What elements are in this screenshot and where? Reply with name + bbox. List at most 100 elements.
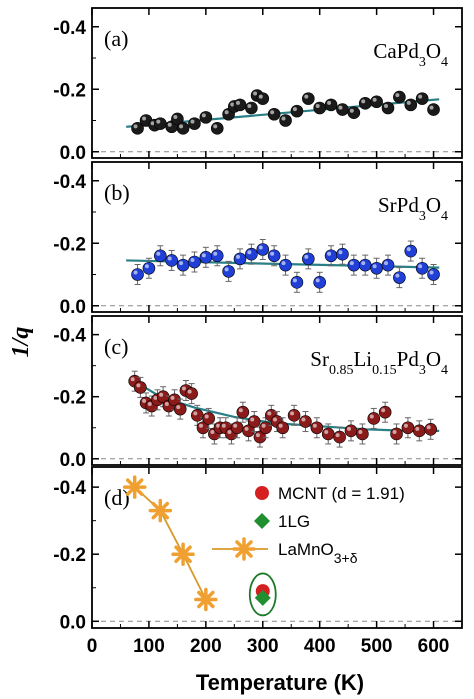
data-point-highlight-9 <box>236 254 240 259</box>
panel-label: (d) <box>104 485 130 510</box>
data-point-highlight-12 <box>199 423 203 428</box>
data-point-highlight-11 <box>230 102 235 107</box>
data-point-highlight-4 <box>153 395 158 400</box>
panels-group: -0.4-0.20.0(a) CaPd3O4-0.4-0.20.0(b) SrPd3… <box>53 7 463 657</box>
y-tick-label: -0.4 <box>53 172 86 193</box>
legend-entry-1: 1LG <box>254 512 310 531</box>
data-point-32 <box>344 424 358 438</box>
data-point-16 <box>313 276 326 289</box>
data-point-highlight-10 <box>247 250 252 255</box>
data-point-highlight-5 <box>159 392 164 397</box>
legend-entry-0: MCNT (d = 1.91) <box>255 484 405 503</box>
data-point-36 <box>390 427 403 441</box>
data-point-highlight-6 <box>164 402 169 407</box>
data-point-highlight-27 <box>290 411 295 416</box>
data-point-17 <box>279 114 292 127</box>
panel-3: -0.4 -0.2 0.0 (d) MCNT (d = 1.91) 1LG LaMnO3+δ… <box>53 466 463 657</box>
data-point-highlight-7 <box>170 395 175 400</box>
data-point-1 <box>134 381 147 394</box>
panel-2: -0.4 -0.2 0.0 (c) Sr0.85Li0.15Pd3O4 <box>53 315 463 471</box>
data-point-21 <box>324 98 338 112</box>
data-point-highlight-23 <box>349 108 354 113</box>
x-tick-label: 400 <box>304 636 336 657</box>
data-point-highlight-13 <box>204 414 209 419</box>
data-point-2 <box>154 249 167 263</box>
data-point-14 <box>290 276 304 289</box>
data-point-31 <box>333 430 346 444</box>
data-point-19 <box>302 92 315 105</box>
material-mid: O <box>426 39 441 63</box>
data-point-highlight-15 <box>216 423 221 428</box>
panel-frame <box>91 315 463 466</box>
y-tick-label: -0.4 <box>53 478 86 499</box>
data-point-35 <box>378 405 392 419</box>
data-point-highlight-20 <box>315 104 320 108</box>
data-point-highlight-34 <box>369 414 374 419</box>
data-point-highlight-18 <box>233 423 238 428</box>
onelg-point <box>254 589 271 606</box>
panel-1: -0.4 -0.2 0.0 (b) SrPd3O4 <box>53 161 463 318</box>
y-tick-label: -0.2 <box>53 388 86 409</box>
data-point-22 <box>381 258 395 272</box>
data-point-37 <box>401 421 415 435</box>
data-point-3 <box>165 254 178 267</box>
data-point-highlight-30 <box>429 105 434 110</box>
data-point-highlight-0 <box>130 377 135 382</box>
data-point-7 <box>210 249 224 263</box>
data-point-highlight-3 <box>156 119 161 124</box>
data-point-highlight-12 <box>236 100 240 105</box>
data-point-10 <box>245 247 258 261</box>
data-point-19 <box>236 405 250 419</box>
data-point-15 <box>302 252 315 266</box>
data-point-22 <box>336 103 349 116</box>
material-sub: 3 <box>419 209 426 224</box>
material-tail: O <box>426 347 441 371</box>
legend-label-2: LaMnO3+δ <box>278 540 358 566</box>
data-point-highlight-26 <box>384 104 388 108</box>
data-point-highlight-20 <box>244 426 249 431</box>
data-point-highlight-15 <box>258 94 263 99</box>
data-point-highlight-4 <box>167 122 172 127</box>
material-sub: 0.85 <box>329 363 354 378</box>
data-point-highlight-32 <box>347 426 351 431</box>
x-tick-label: 600 <box>418 636 450 657</box>
data-point-28 <box>404 98 418 112</box>
data-point-highlight-21 <box>250 417 255 422</box>
data-point-highlight-22 <box>255 433 260 438</box>
data-point-highlight-24 <box>267 411 272 416</box>
data-point-13 <box>202 412 215 425</box>
data-point-27 <box>393 90 406 104</box>
data-point-highlight-18 <box>338 250 343 255</box>
data-point-33 <box>356 427 369 441</box>
data-point-highlight-19 <box>238 408 243 413</box>
data-point-9 <box>233 252 247 266</box>
data-point-highlight-24 <box>406 247 411 252</box>
data-point-25 <box>415 261 429 275</box>
data-point-5 <box>188 255 201 269</box>
data-point-highlight-10 <box>187 389 192 394</box>
data-point-highlight-38 <box>415 426 420 431</box>
data-point-highlight-22 <box>338 105 343 110</box>
data-point-highlight-5 <box>173 114 178 119</box>
material-tail: Pd <box>397 347 420 371</box>
data-point-highlight-2 <box>156 251 161 256</box>
legend-marker-mcnt <box>255 486 269 500</box>
data-point-highlight-8 <box>201 113 206 118</box>
asterisk-stroke <box>151 501 170 520</box>
data-point-23 <box>393 271 406 284</box>
legend-name: 1LG <box>278 512 310 531</box>
data-point-12 <box>233 98 247 112</box>
data-point-highlight-24 <box>361 99 366 104</box>
lamno-line <box>134 486 207 600</box>
data-point-highlight-31 <box>335 433 340 438</box>
data-point-highlight-26 <box>278 423 283 428</box>
data-point-highlight-11 <box>258 245 263 250</box>
data-point-10 <box>185 387 198 400</box>
data-point-8 <box>173 402 187 416</box>
data-point-27 <box>287 409 301 422</box>
x-tick-label: 100 <box>133 636 165 657</box>
data-point-19 <box>347 258 361 272</box>
data-point-highlight-5 <box>190 258 195 262</box>
data-point-highlight-1 <box>136 383 141 388</box>
y-tick-label: -0.2 <box>53 545 86 566</box>
